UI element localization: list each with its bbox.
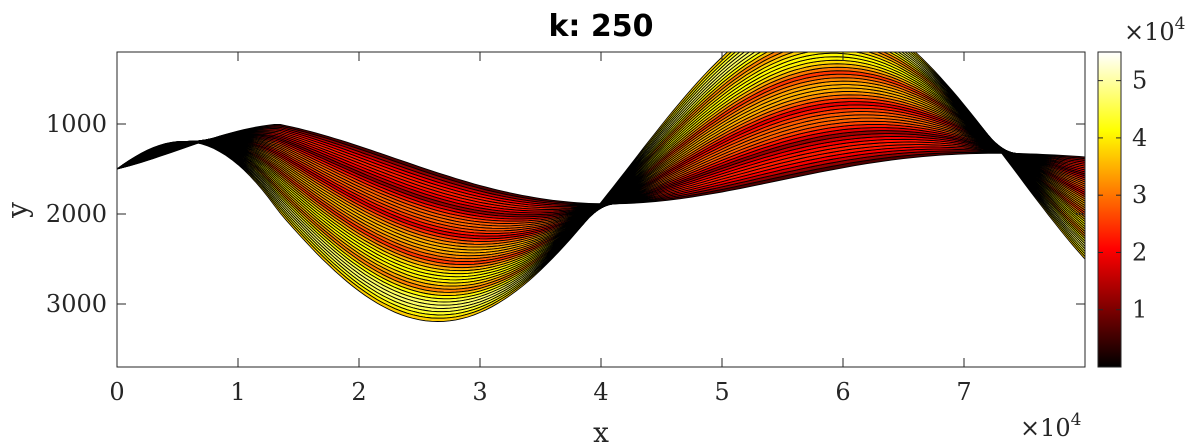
x-tick-label: 0	[109, 378, 124, 406]
chart-title: k: 250	[548, 9, 653, 44]
x-axis-ticks: 0 1 2 3 4 5 6 7	[109, 52, 972, 406]
x-tick-label: 6	[835, 378, 850, 406]
y-axis-label: y	[1, 202, 34, 219]
colorbar-tick-label: 1	[1132, 296, 1147, 324]
y-axis-ticks: 1000 2000 3000	[46, 110, 1085, 318]
surface-band	[117, 52, 1085, 322]
colorbar-tick-label: 5	[1132, 67, 1147, 95]
x-tick-label: 4	[593, 378, 608, 406]
x-tick-label: 2	[351, 378, 366, 406]
x-tick-label: 7	[956, 378, 971, 406]
x-tick-label: 5	[714, 378, 729, 406]
colorbar-tick-label: 2	[1132, 238, 1147, 266]
y-tick-label: 2000	[46, 200, 107, 228]
x-axis-label: x	[593, 416, 609, 447]
colorbar-ticks: 1 2 3 4 5	[1098, 67, 1147, 324]
x-tick-label: 3	[472, 378, 487, 406]
colorbar-frame	[1097, 51, 1122, 368]
colorbar-exponent: ×104	[1124, 14, 1185, 46]
x-axis-exponent: ×104	[1020, 410, 1081, 442]
y-tick-label: 3000	[46, 290, 107, 318]
colorbar	[1098, 52, 1121, 367]
colorbar-tick-label: 3	[1132, 181, 1147, 209]
x-tick-label: 1	[230, 378, 245, 406]
surface-layer	[117, 52, 1085, 322]
colorbar-tick-label: 4	[1132, 124, 1147, 152]
y-tick-label: 1000	[46, 110, 107, 138]
